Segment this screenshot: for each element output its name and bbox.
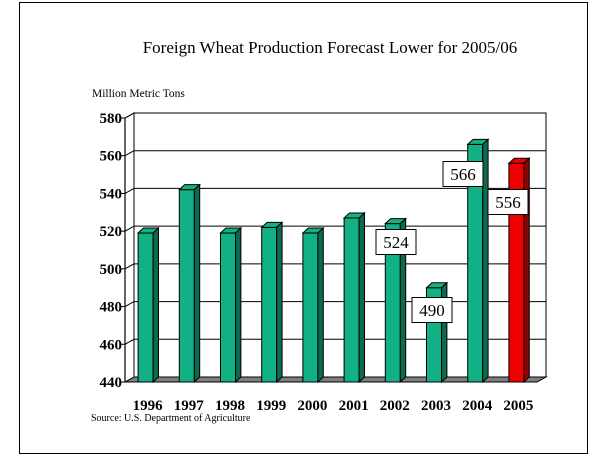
bar-2000	[302, 232, 319, 383]
x-tick-label: 1998	[215, 398, 245, 414]
y-axis-label: Million Metric Tons	[92, 88, 185, 100]
y-tick-label: 480	[100, 300, 123, 316]
bar-side-1999	[276, 221, 283, 384]
y-tick-label: 500	[100, 262, 123, 278]
y-tick-label: 520	[100, 224, 123, 240]
x-tick-label: 2004	[462, 398, 493, 414]
data-label-box-2002	[375, 229, 417, 255]
x-tick-label: 2005	[503, 398, 533, 414]
gridline	[124, 301, 135, 308]
gridline	[124, 150, 135, 157]
gridline	[124, 338, 135, 345]
plot-area: 440 460 480 500 520 540 560 580 1996 1997 1998 1999…	[100, 111, 548, 414]
bar-1996	[137, 232, 154, 383]
gridline	[124, 112, 135, 119]
bar-1998	[220, 232, 236, 383]
x-tick-label: 1997	[174, 398, 205, 414]
bar-side-2004	[482, 138, 489, 384]
bar-1997	[178, 189, 195, 383]
data-label-2003: 490	[419, 301, 445, 320]
data-label-box-2004	[442, 161, 484, 187]
gridline	[124, 225, 135, 232]
bar-side-2000	[317, 226, 324, 384]
x-tick-label: 2002	[380, 398, 410, 414]
y-tick-label: 540	[100, 186, 123, 202]
x-tick-label: 2003	[421, 398, 451, 414]
x-tick-label: 1996	[133, 398, 164, 414]
source-note: Source: U.S. Department of Agriculture	[91, 413, 251, 424]
y-tick-label: 580	[100, 111, 123, 127]
x-tick-label: 2001	[339, 398, 369, 414]
bar-side-2002	[399, 217, 407, 384]
data-label-box-2003	[411, 297, 453, 323]
data-label-box-2005	[487, 189, 529, 215]
gridline	[124, 187, 135, 194]
y-tick-label: 560	[100, 149, 123, 165]
data-label-2005: 556	[495, 193, 521, 212]
bar-side-1997	[193, 183, 201, 384]
y-tick-label: 440	[100, 375, 123, 391]
bar-2001	[343, 217, 360, 383]
bar-side-1996	[152, 226, 159, 384]
x-tick-label: 1999	[256, 398, 286, 414]
data-label-2004: 566	[450, 165, 476, 184]
y-tick-label: 460	[100, 337, 123, 353]
bar-side-1998	[235, 226, 242, 384]
bar-side-2001	[358, 211, 365, 384]
gridline	[124, 263, 135, 270]
chart-title: Foreign Wheat Production Forecast Lower …	[143, 38, 518, 57]
x-tick-label: 2000	[297, 398, 327, 414]
data-label-2002: 524	[383, 233, 409, 252]
bar-1999	[261, 226, 278, 383]
